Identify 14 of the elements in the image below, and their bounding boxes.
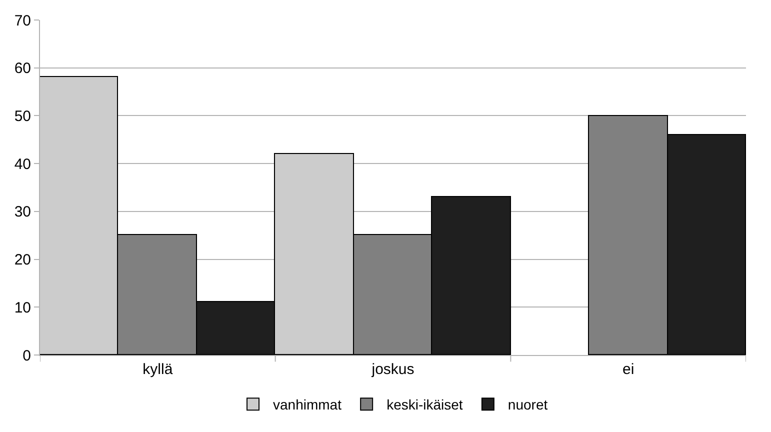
y-tick-label: 0: [22, 347, 31, 364]
legend-label: nuoret: [508, 396, 548, 413]
x-tick-label: kyllä: [142, 361, 174, 378]
y-tick-label: 10: [14, 299, 31, 316]
y-tick-label: 70: [14, 12, 31, 30]
legend-label: keski-ikäiset: [386, 396, 463, 413]
y-tick-label: 50: [14, 108, 31, 125]
y-tick-label: 30: [14, 204, 31, 221]
y-tick-label: 60: [14, 60, 31, 78]
x-tick-label: joskus: [370, 361, 414, 378]
y-tick-label: 20: [14, 252, 31, 269]
y-tick-label: 40: [14, 156, 31, 173]
x-tick-label: ei: [622, 361, 634, 378]
legend-label: vanhimmat: [273, 396, 342, 413]
